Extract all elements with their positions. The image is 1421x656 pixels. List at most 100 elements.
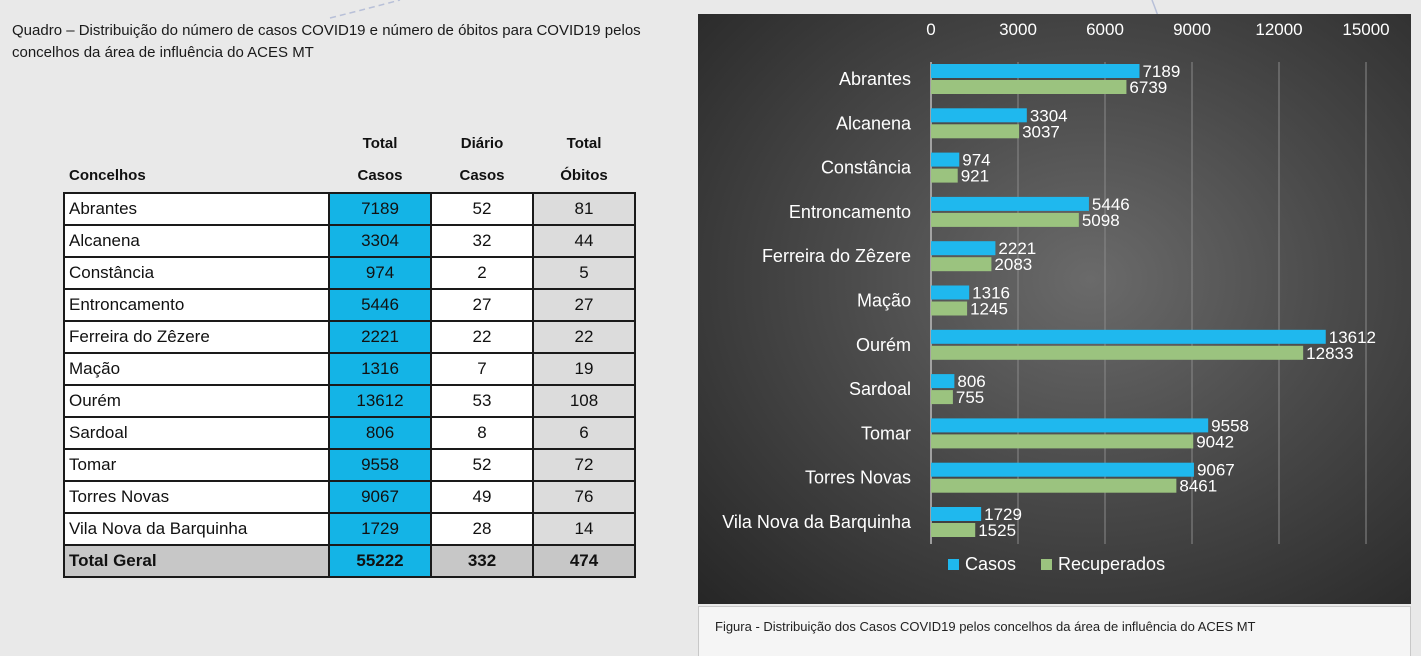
cell-total-obitos: 6: [532, 416, 636, 450]
table-row: Abrantes 7189 52 81: [63, 192, 636, 226]
category-label: Mação: [857, 291, 911, 311]
header-obitos-line2: Óbitos: [560, 167, 608, 184]
header-diario-casos: Diário Casos: [431, 128, 533, 193]
cell-diario-casos: 52: [430, 448, 534, 482]
bar-recuperados: [931, 390, 953, 405]
data-label: 9067: [1197, 461, 1235, 480]
cell-total-obitos: 27: [532, 288, 636, 322]
cell-total-casos: 5446: [328, 288, 432, 322]
cell-total-casos: 13612: [328, 384, 432, 418]
cell-total-obitos: 81: [532, 192, 636, 226]
category-label: Entroncamento: [789, 202, 911, 222]
data-label: 921: [961, 167, 989, 186]
data-label: 1729: [984, 505, 1022, 524]
bar-casos: [931, 64, 1140, 78]
cell-diario-casos: 28: [430, 512, 534, 546]
cell-concelho: Sardoal: [63, 416, 330, 450]
data-label: 8461: [1179, 477, 1217, 496]
data-label: 7189: [1142, 62, 1180, 81]
cell-total-obitos: 72: [532, 448, 636, 482]
cell-total-geral-obitos: 474: [532, 544, 636, 578]
cell-concelho: Mação: [63, 352, 330, 386]
cell-diario-casos: 8: [430, 416, 534, 450]
bar-casos: [931, 108, 1027, 123]
category-label: Constância: [821, 158, 912, 178]
header-total-casos-line1: Total: [362, 135, 398, 152]
cell-concelho: Ourém: [63, 384, 330, 418]
table-row: Mação 1316 7 19: [63, 352, 636, 386]
cell-total-obitos: 5: [532, 256, 636, 290]
header-obitos-line1: Total: [566, 135, 602, 152]
cell-total-obitos: 22: [532, 320, 636, 354]
cell-total-obitos: 19: [532, 352, 636, 386]
bar-recuperados: [931, 168, 958, 183]
cell-concelho: Ferreira do Zêzere: [63, 320, 330, 354]
legend-label-recuperados: Recuperados: [1058, 554, 1165, 574]
cell-diario-casos: 52: [430, 192, 534, 226]
data-label: 6739: [1129, 78, 1167, 97]
cell-total-obitos: 14: [532, 512, 636, 546]
cell-diario-casos: 2: [430, 256, 534, 290]
cell-diario-casos: 49: [430, 480, 534, 514]
cell-diario-casos: 53: [430, 384, 534, 418]
data-label: 755: [956, 388, 984, 407]
cases-table: Concelhos Total Casos Diário Casos Total…: [63, 128, 636, 578]
bar-casos: [931, 329, 1326, 344]
table-row: Vila Nova da Barquinha 1729 28 14: [63, 512, 636, 546]
bar-recuperados: [931, 124, 1020, 139]
bar-casos: [931, 241, 996, 256]
bar-casos: [931, 418, 1209, 433]
figure-caption-box: Figura - Distribuição dos Casos COVID19 …: [698, 606, 1411, 656]
cell-total-obitos: 44: [532, 224, 636, 258]
data-label: 12833: [1306, 344, 1353, 363]
legend-label-casos: Casos: [965, 554, 1016, 574]
cell-total-casos: 806: [328, 416, 432, 450]
data-label: 1525: [978, 521, 1016, 540]
bar-casos: [931, 462, 1194, 477]
table-caption: Quadro – Distribuição do número de casos…: [12, 22, 641, 61]
category-label: Vila Nova da Barquinha: [722, 512, 912, 532]
cell-concelho: Constância: [63, 256, 330, 290]
header-total-obitos: Total Óbitos: [533, 128, 635, 193]
legend-swatch-casos: [948, 559, 959, 570]
table-row: Torres Novas 9067 49 76: [63, 480, 636, 514]
cell-diario-casos: 27: [430, 288, 534, 322]
cell-total-geral-diario: 332: [430, 544, 534, 578]
data-label: 1316: [972, 284, 1010, 303]
cell-total-casos: 974: [328, 256, 432, 290]
header-total-casos-line2: Casos: [357, 167, 403, 184]
cell-diario-casos: 22: [430, 320, 534, 354]
category-label: Tomar: [861, 423, 911, 443]
table-row: Ferreira do Zêzere 2221 22 22: [63, 320, 636, 354]
header-concelhos: Concelhos: [69, 167, 146, 184]
bar-recuperados: [931, 80, 1127, 94]
data-label: 13612: [1329, 328, 1376, 347]
table-row: Alcanena 3304 32 44: [63, 224, 636, 258]
table-header-row: Concelhos Total Casos Diário Casos Total…: [64, 128, 635, 193]
bar-casos: [931, 507, 982, 521]
cell-total-casos: 9558: [328, 448, 432, 482]
cell-total-label: Total Geral: [63, 544, 330, 578]
bar-recuperados: [931, 434, 1194, 449]
cell-total-casos: 2221: [328, 320, 432, 354]
table-total-row: Total Geral 55222 332 474: [63, 544, 636, 578]
cell-total-casos: 9067: [328, 480, 432, 514]
table-row: Constância 974 2 5: [63, 256, 636, 290]
cell-concelho: Torres Novas: [63, 480, 330, 514]
header-diario-line2: Casos: [459, 167, 505, 184]
data-label: 9042: [1196, 432, 1234, 451]
cell-diario-casos: 32: [430, 224, 534, 258]
cell-total-casos: 1729: [328, 512, 432, 546]
table-body: Abrantes 7189 52 81 Alcanena 3304 32 44 …: [63, 192, 636, 578]
data-label: 5098: [1082, 211, 1120, 230]
cell-concelho: Alcanena: [63, 224, 330, 258]
cell-total-casos: 1316: [328, 352, 432, 386]
category-label: Sardoal: [849, 379, 911, 399]
cell-total-obitos: 108: [532, 384, 636, 418]
bar-casos: [931, 374, 955, 389]
bar-casos: [931, 152, 960, 167]
bar-recuperados: [931, 523, 976, 537]
category-label: Ferreira do Zêzere: [762, 246, 911, 266]
cell-diario-casos: 7: [430, 352, 534, 386]
